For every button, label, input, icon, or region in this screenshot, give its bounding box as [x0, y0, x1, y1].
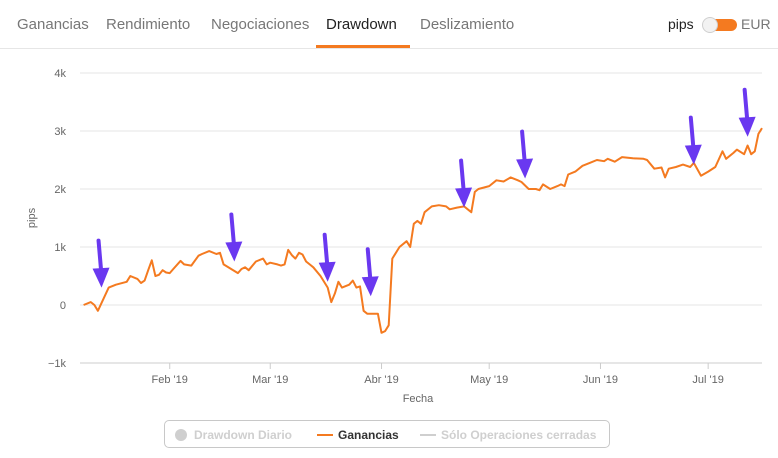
y-tick-label: −1k — [48, 358, 67, 370]
y-tick-label: 2k — [54, 184, 66, 196]
drawdown-chart: 4k 3k 2k 1k 0 −1k Feb '19 Mar '19 Abr '19 May '1… — [26, 68, 763, 405]
y-tick-label: 1k — [54, 242, 66, 254]
grid-lines — [80, 72, 762, 364]
line-icon — [420, 434, 436, 436]
y-axis-ticks: 4k 3k 2k 1k 0 −1k — [48, 68, 67, 370]
active-tab-indicator — [316, 45, 410, 48]
y-tick-label: 4k — [54, 68, 66, 80]
unit-label-eur[interactable]: EUR — [741, 16, 771, 32]
x-tick-label: Mar '19 — [252, 374, 288, 386]
legend-item-drawdown-diario[interactable]: Drawdown Diario — [175, 428, 292, 442]
tab-ganancias[interactable]: Ganancias — [17, 16, 89, 33]
arrow-head — [361, 276, 379, 297]
tab-deslizamiento[interactable]: Deslizamiento — [420, 16, 515, 33]
tab-negociaciones[interactable]: Negociaciones — [211, 16, 310, 33]
arrow-head — [516, 158, 534, 179]
x-tick-label: Feb '19 — [152, 374, 188, 386]
tab-bar: Ganancias Rendimiento Negociaciones Draw… — [0, 0, 778, 49]
legend-item-solo-operaciones-cerradas[interactable]: Sólo Operaciones cerradas — [420, 428, 596, 442]
y-tick-label: 3k — [54, 126, 66, 138]
switch-knob[interactable] — [702, 17, 718, 33]
x-tick-label: May '19 — [470, 374, 508, 386]
annotation-arrows — [92, 87, 756, 297]
line-icon — [317, 434, 333, 436]
y-tick-label: 0 — [60, 300, 66, 312]
arrow-head — [738, 116, 756, 137]
x-axis-title: Fecha — [403, 393, 434, 405]
y-axis-title: pips — [26, 207, 38, 228]
tab-rendimiento[interactable]: Rendimiento — [106, 16, 191, 33]
x-tick-label: Jul '19 — [692, 374, 723, 386]
legend-label: Ganancias — [338, 428, 399, 442]
legend-label: Sólo Operaciones cerradas — [441, 428, 597, 442]
unit-label-pips[interactable]: pips — [668, 16, 694, 32]
legend-item-ganancias[interactable]: Ganancias — [317, 428, 399, 442]
legend-label: Drawdown Diario — [194, 428, 293, 442]
arrow-head — [92, 267, 110, 288]
arrow-head — [684, 144, 702, 165]
series-layer — [83, 127, 763, 334]
arrow-head — [225, 241, 243, 262]
tab-drawdown[interactable]: Drawdown — [326, 16, 397, 33]
arrow-head — [455, 187, 473, 208]
unit-switch[interactable] — [702, 17, 737, 33]
chart-legend: Drawdown Diario Ganancias Sólo Operacion… — [164, 420, 610, 448]
arrow-head — [318, 261, 336, 282]
x-axis-ticks: Feb '19 Mar '19 Abr '19 May '19 Jun '19 Jul '… — [80, 362, 762, 386]
x-tick-label: Jun '19 — [583, 374, 618, 386]
circle-icon — [175, 429, 187, 441]
series-line-ganancias — [83, 127, 763, 334]
x-tick-label: Abr '19 — [364, 374, 399, 386]
unit-toggle: pips EUR — [668, 15, 776, 35]
